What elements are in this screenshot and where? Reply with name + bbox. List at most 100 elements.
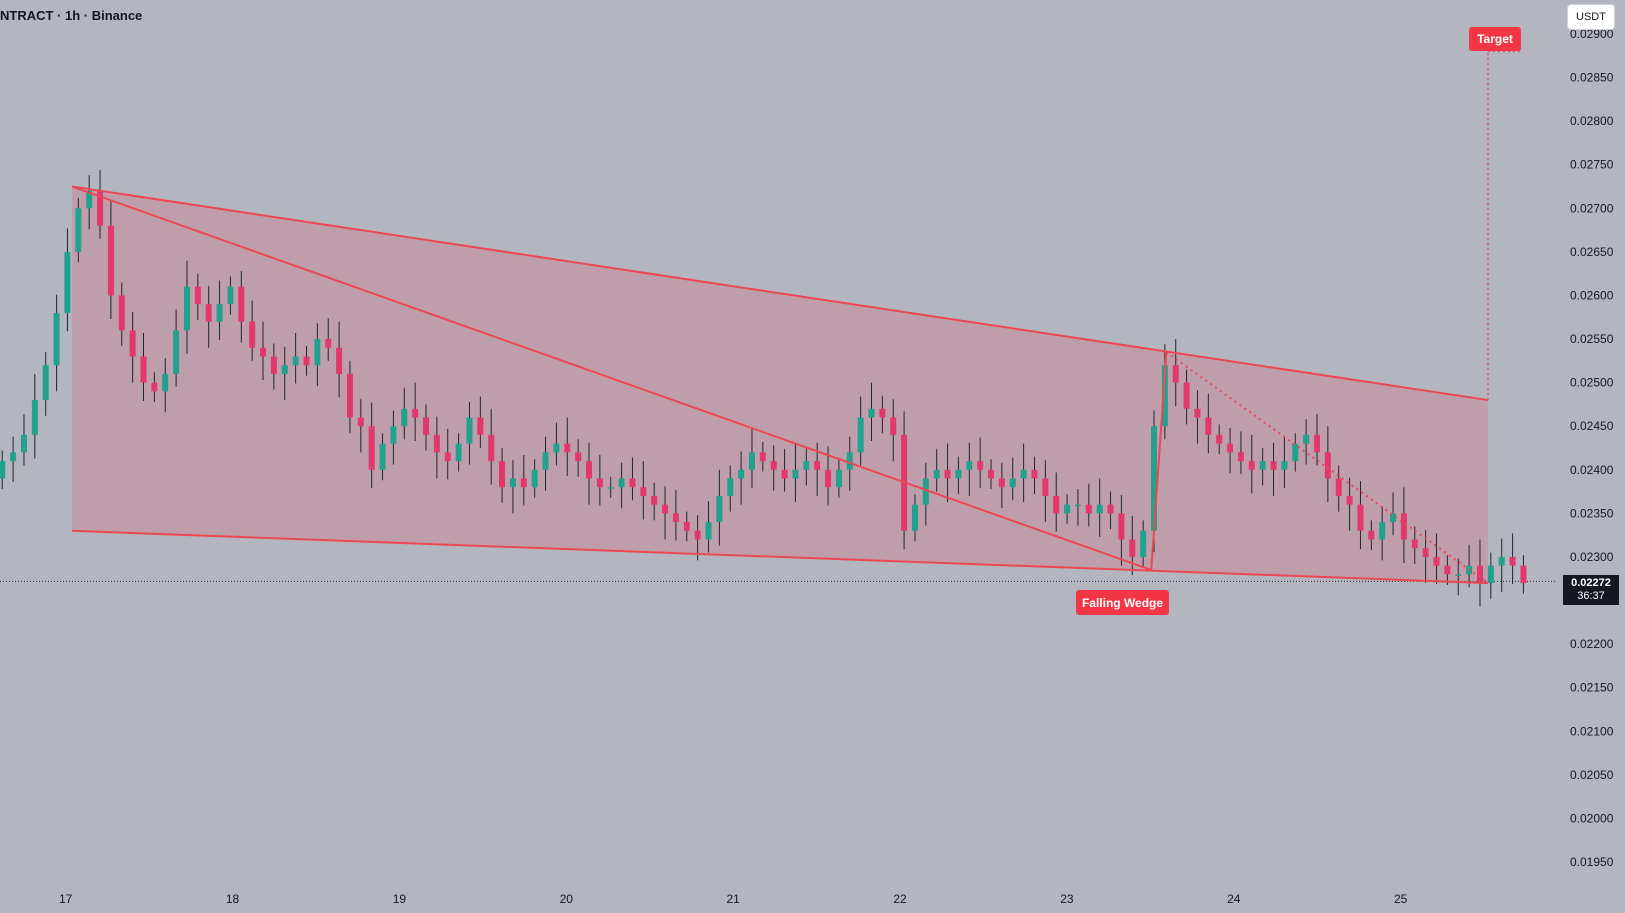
y-tick-label: 0.02400 xyxy=(1570,463,1614,477)
y-tick-label: 0.02200 xyxy=(1570,637,1614,651)
candle-body xyxy=(1498,556,1505,566)
x-tick-label: 22 xyxy=(893,892,907,906)
candle-body xyxy=(20,434,27,453)
candle-body xyxy=(216,304,223,322)
candle-body xyxy=(770,461,777,470)
candle-body xyxy=(911,504,918,531)
candle-body xyxy=(238,286,245,322)
candle-body xyxy=(173,330,180,374)
candle-body xyxy=(10,452,17,462)
candle-body xyxy=(738,469,745,479)
candle-body xyxy=(1411,539,1418,549)
candle-body xyxy=(270,356,277,374)
candle-body xyxy=(1313,434,1320,453)
x-tick-label: 23 xyxy=(1060,892,1074,906)
candle-body xyxy=(596,478,603,488)
candle-body xyxy=(1183,382,1190,409)
x-tick-label: 17 xyxy=(59,892,73,906)
candle-body xyxy=(1237,452,1244,462)
candle-body xyxy=(346,373,353,418)
candle-body xyxy=(303,356,310,366)
y-tick-label: 0.02650 xyxy=(1570,245,1614,259)
candle-body xyxy=(75,208,82,252)
y-tick-label: 0.02300 xyxy=(1570,550,1614,564)
candle-body xyxy=(618,478,625,488)
y-tick-label: 0.02900 xyxy=(1570,27,1614,41)
candle-body xyxy=(477,417,484,435)
x-tick-label: 24 xyxy=(1227,892,1241,906)
candle-body xyxy=(1020,469,1027,479)
candle-body xyxy=(325,339,332,348)
candle-body xyxy=(640,487,647,496)
candle-body xyxy=(814,461,821,470)
candle-body xyxy=(336,347,343,374)
candle-body xyxy=(227,286,234,305)
wedge-inner-line xyxy=(71,185,1152,571)
candle-body xyxy=(1281,461,1288,470)
candle-body xyxy=(390,426,397,444)
candle-body xyxy=(433,434,440,453)
candle-body xyxy=(803,461,810,470)
x-tick-label: 21 xyxy=(727,892,741,906)
candle-body xyxy=(1151,426,1158,531)
candle-body xyxy=(575,452,582,462)
candle-body xyxy=(1400,513,1407,540)
candle-body xyxy=(42,365,49,401)
candle-body xyxy=(1303,434,1310,444)
candle-body xyxy=(890,417,897,435)
candle-body xyxy=(1227,443,1234,453)
candle-body xyxy=(1118,513,1125,540)
candle-body xyxy=(629,478,636,488)
candle-body xyxy=(118,295,125,331)
x-tick-label: 20 xyxy=(560,892,574,906)
candle-body xyxy=(1074,504,1081,507)
candle-body xyxy=(401,408,408,427)
x-tick-label: 18 xyxy=(226,892,240,906)
candle-body xyxy=(509,478,516,488)
candle-body xyxy=(53,312,60,366)
candle-body xyxy=(281,365,288,374)
wedge-lower-line xyxy=(71,529,1489,585)
y-tick-label: 0.02550 xyxy=(1570,332,1614,346)
candle-body xyxy=(1379,522,1386,540)
candle-body xyxy=(1270,461,1277,470)
candle-body xyxy=(977,461,984,470)
candle-body xyxy=(64,251,71,313)
candle-body xyxy=(651,495,658,505)
candle-body xyxy=(1390,513,1397,523)
y-tick-label: 0.02500 xyxy=(1570,376,1614,390)
y-tick-label: 0.02350 xyxy=(1570,506,1614,520)
candle-body xyxy=(585,461,592,479)
candle-body xyxy=(205,304,212,322)
candle-body xyxy=(368,426,375,470)
candle-body xyxy=(1064,504,1071,514)
candle-body xyxy=(194,286,201,305)
candle-body xyxy=(1140,530,1147,557)
y-tick-label: 0.02100 xyxy=(1570,724,1614,738)
candle-body xyxy=(455,443,462,462)
target-label[interactable]: Target xyxy=(1469,27,1521,51)
candle-countdown: 36:37 xyxy=(1577,590,1605,602)
candle-body xyxy=(1346,495,1353,505)
candle-body xyxy=(705,522,712,540)
currency-button[interactable]: USDT xyxy=(1567,4,1615,30)
candle-body xyxy=(1248,461,1255,470)
candle-body xyxy=(607,487,614,489)
candle-body xyxy=(1476,565,1483,584)
candle-body xyxy=(531,469,538,488)
candle-body xyxy=(759,452,766,462)
y-tick-label: 0.02000 xyxy=(1570,811,1614,825)
falling-wedge-label[interactable]: Falling Wedge xyxy=(1076,590,1169,615)
candle-body xyxy=(662,504,669,514)
candle-body xyxy=(879,408,886,418)
candle-body xyxy=(86,190,93,209)
candle-body xyxy=(260,347,267,357)
y-tick-label: 0.02150 xyxy=(1570,681,1614,695)
candle-body xyxy=(1335,478,1342,496)
candle-body xyxy=(423,417,430,435)
candle-body xyxy=(1259,461,1266,470)
candle-body xyxy=(31,400,38,435)
candle-body xyxy=(1053,495,1060,514)
